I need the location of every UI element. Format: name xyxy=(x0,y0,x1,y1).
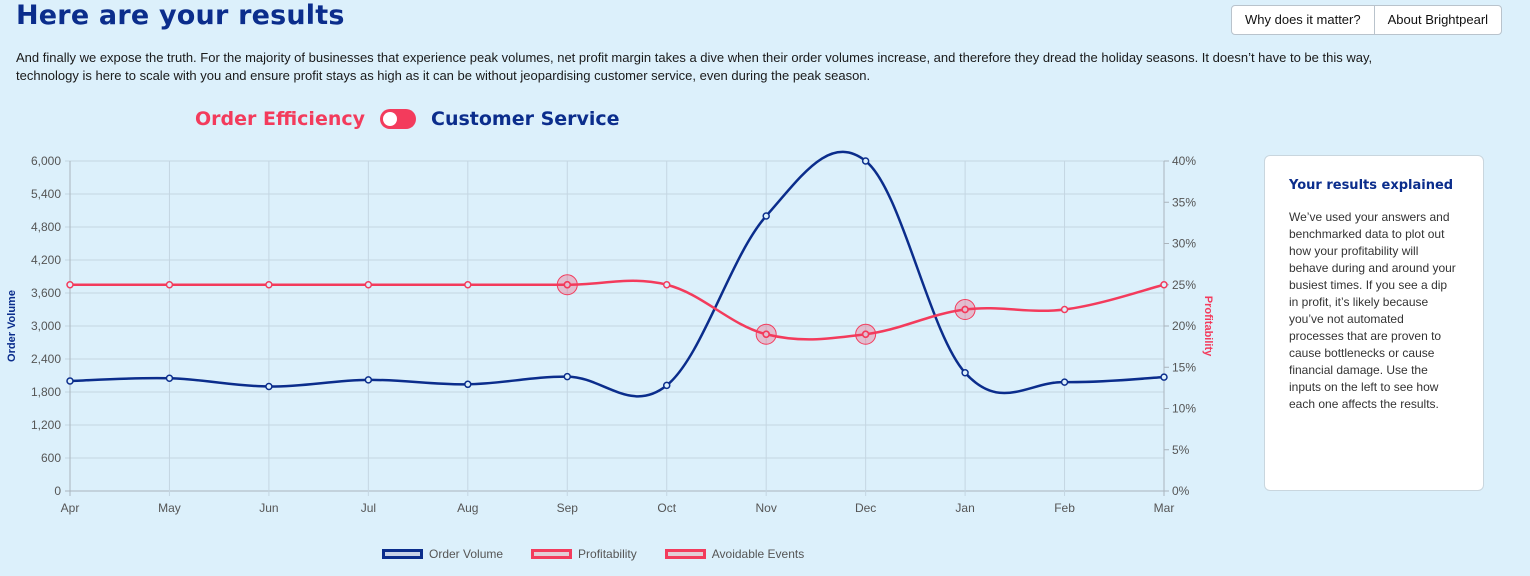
order-volume-point[interactable] xyxy=(1160,373,1168,381)
left-axis-tick-label: 600 xyxy=(41,451,61,465)
nav-button-group: Why does it matter? About Brightpearl xyxy=(1231,5,1503,35)
order-volume-point[interactable] xyxy=(662,381,671,390)
about-brightpearl-button[interactable]: About Brightpearl xyxy=(1373,6,1501,34)
left-axis-tick-label: 0 xyxy=(54,484,61,498)
order-volume-point[interactable] xyxy=(165,374,174,382)
order-volume-line xyxy=(69,150,1165,398)
chart-legend: Order Volume Profitability Avoidable Eve… xyxy=(382,547,832,561)
left-axis-tick-label: 3,000 xyxy=(31,319,61,333)
order-volume-point[interactable] xyxy=(364,376,373,384)
avoidable-event-marker[interactable] xyxy=(855,323,877,345)
profitability-point[interactable] xyxy=(662,281,671,289)
x-axis-tick-label: Jan xyxy=(955,501,974,515)
x-axis-tick-label: Oct xyxy=(657,501,676,515)
legend-label: Avoidable Events xyxy=(711,547,805,561)
right-axis-tick-label: 30% xyxy=(1172,237,1196,251)
left-axis-tick-label: 2,400 xyxy=(31,352,61,366)
order-volume-point[interactable] xyxy=(762,212,770,220)
avoidable-event-dot xyxy=(563,281,572,289)
profitability-point[interactable] xyxy=(464,281,472,289)
x-axis-tick-label: Feb xyxy=(1054,501,1075,515)
profitability-line xyxy=(70,279,1165,341)
legend-swatch-profitability xyxy=(531,549,573,559)
x-axis-tick-label: Mar xyxy=(1154,501,1175,515)
avoidable-event-marker[interactable] xyxy=(954,299,976,320)
left-axis-tick-label: 3,600 xyxy=(31,286,61,300)
right-axis-tick-label: 25% xyxy=(1172,278,1196,292)
results-explained-title: Your results explained xyxy=(1289,178,1454,193)
right-axis-tick-label: 10% xyxy=(1172,402,1196,416)
avoidable-event-dot xyxy=(762,330,770,338)
left-axis-tick-label: 4,800 xyxy=(31,220,61,234)
order-volume-point[interactable] xyxy=(464,380,472,389)
left-axis-tick-label: 5,400 xyxy=(31,187,61,201)
results-chart: 0 600 1,200 1,800 2,400 3,000 3,600 4,200 4,800 5… xyxy=(6,150,1214,515)
profitability-point[interactable] xyxy=(1160,281,1168,289)
x-axis-tick-label: Apr xyxy=(61,501,80,515)
profitability-point[interactable] xyxy=(66,281,74,289)
legend-label: Order Volume xyxy=(429,547,504,561)
why-does-it-matter-button[interactable]: Why does it matter? xyxy=(1245,12,1361,27)
legend-label: Profitability xyxy=(578,547,637,561)
profitability-point[interactable] xyxy=(265,281,273,289)
right-axis-tick-label: 35% xyxy=(1172,195,1196,209)
x-axis-tick-label: Jun xyxy=(259,501,278,515)
right-axis-tick-label: 15% xyxy=(1172,360,1196,374)
order-volume-point[interactable] xyxy=(1060,378,1069,386)
view-toggle: Order Efficiency Customer Service xyxy=(195,108,620,130)
legend-swatch-avoidable-events xyxy=(664,549,706,559)
order-volume-point[interactable] xyxy=(66,377,74,385)
right-axis-tick-label: 20% xyxy=(1172,319,1196,333)
x-axis-tick-label: May xyxy=(158,501,181,515)
left-axis-tick-label: 4,200 xyxy=(31,253,61,267)
legend-item-profitability[interactable]: Profitability xyxy=(531,547,637,561)
x-axis-tick-label: Dec xyxy=(855,501,876,515)
legend-item-avoidable-events[interactable]: Avoidable Events xyxy=(664,547,805,561)
x-axis-tick-label: Sep xyxy=(557,501,579,515)
order-volume-point[interactable] xyxy=(961,369,969,377)
view-toggle-switch[interactable] xyxy=(380,109,416,129)
right-axis-tick-label: 5% xyxy=(1172,443,1190,457)
toggle-knob xyxy=(383,112,397,126)
legend-item-order-volume[interactable]: Order Volume xyxy=(382,547,503,561)
intro-paragraph: And finally we expose the truth. For the… xyxy=(16,50,1373,83)
x-axis-tick-label: Jul xyxy=(361,501,376,515)
x-axis-tick-label: Aug xyxy=(457,501,478,515)
avoidable-event-dot xyxy=(961,305,969,314)
order-efficiency-label[interactable]: Order Efficiency xyxy=(195,108,365,130)
right-axis-tick-label: 0% xyxy=(1172,484,1190,498)
avoidable-event-dot xyxy=(861,330,870,338)
left-axis-tick-label: 1,200 xyxy=(31,418,61,432)
right-axis-title: Profitability xyxy=(1202,296,1214,357)
order-volume-point[interactable] xyxy=(563,372,572,381)
results-explained-body: We’ve used your answers and benchmarked … xyxy=(1289,210,1456,411)
profitability-point[interactable] xyxy=(1060,305,1069,314)
profitability-point[interactable] xyxy=(364,281,373,289)
order-volume-point[interactable] xyxy=(265,382,273,391)
results-explained-panel: Your results explained We’ve used your a… xyxy=(1264,155,1484,491)
right-axis-tick-label: 40% xyxy=(1172,154,1196,168)
left-axis-title: Order Volume xyxy=(6,290,18,362)
left-axis-tick-label: 6,000 xyxy=(31,154,61,168)
profitability-point[interactable] xyxy=(165,281,174,289)
order-volume-point[interactable] xyxy=(861,157,870,165)
avoidable-event-marker[interactable] xyxy=(556,274,578,296)
avoidable-event-marker[interactable] xyxy=(755,323,777,345)
x-axis-tick-label: Nov xyxy=(756,501,777,515)
legend-swatch-order-volume xyxy=(382,549,423,559)
page-title: Here are your results xyxy=(16,0,345,31)
left-axis-tick-label: 1,800 xyxy=(31,385,61,399)
customer-service-label[interactable]: Customer Service xyxy=(431,108,620,130)
